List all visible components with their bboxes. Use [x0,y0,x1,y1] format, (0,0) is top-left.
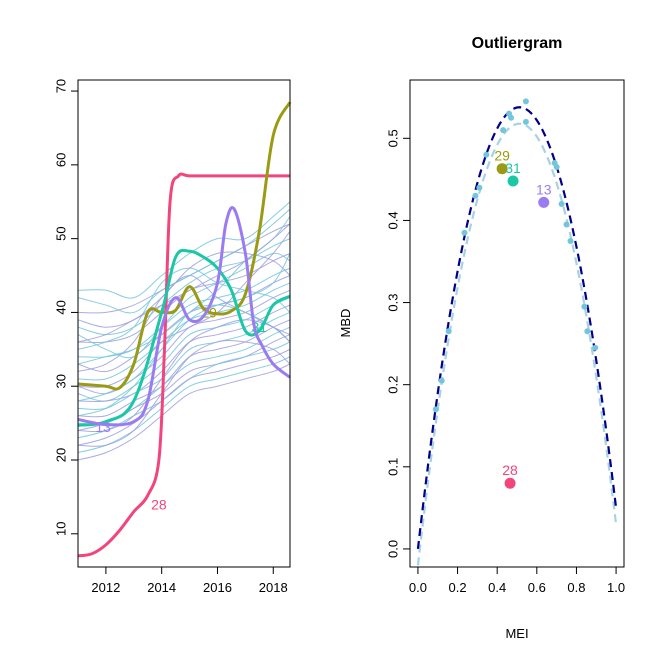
data-point [592,344,599,351]
outlier-label: 29 [494,148,510,164]
x-tick-label: 2012 [91,580,120,595]
curve-label: 29 [201,304,217,320]
outlier-label: 28 [502,462,518,478]
data-point [438,377,445,384]
background-curve [77,201,291,299]
x-tick-label: 2016 [203,580,232,595]
outlier-label: 13 [536,181,552,197]
background-curve [77,223,291,343]
y-tick-label: 50 [54,226,69,240]
outlier-point-13 [538,196,550,208]
y-tick-label: 20 [54,448,69,462]
x-tick-label: 0.2 [449,580,467,595]
data-point [472,192,479,199]
background-curve [77,348,291,446]
y-tick-label: 0.2 [386,376,401,394]
data-point [445,328,452,335]
y-axis-label: MBD [338,309,353,338]
highlighted-curve-31 [77,248,291,427]
background-curve [77,356,291,454]
background-curve [77,319,291,433]
x-tick-label: 1.0 [607,580,625,595]
x-tick-label: 0.6 [528,580,546,595]
highlighted-curve-13 [77,206,291,427]
outlier-label: 31 [505,160,521,176]
y-tick-label: 0.0 [386,540,401,558]
background-curve [77,267,291,358]
outer-bound-curve [416,106,618,550]
x-tick-label: 2014 [147,580,176,595]
data-point [567,237,574,244]
x-tick-label: 2018 [259,580,288,595]
data-point [553,164,560,171]
outlier-point-29 [496,163,508,175]
x-axis-label: MEI [505,626,528,641]
inner-bound-curve [416,122,618,566]
background-curve [77,340,291,447]
y-tick-label: 70 [54,79,69,93]
highlighted-curve-29 [77,101,292,391]
data-point [508,114,515,121]
data-point [581,303,588,310]
data-point [461,229,468,236]
background-curve [77,251,291,328]
y-tick-label: 40 [54,300,69,314]
y-tick-label: 0.3 [386,294,401,312]
background-curve [77,297,291,402]
x-tick-label: 0.4 [488,580,506,595]
x-tick-label: 0.0 [409,580,427,595]
outlier-point-31 [507,175,519,187]
y-tick-label: 60 [54,153,69,167]
data-point [432,406,439,413]
data-point [558,201,565,208]
background-curve [77,252,291,359]
outlier-point-28 [504,477,516,489]
background-curve [77,289,291,395]
y-tick-label: 0.5 [386,129,401,147]
y-tick-label: 30 [54,374,69,388]
background-curve [77,363,291,461]
background-curve [77,230,291,388]
y-tick-label: 10 [54,522,69,536]
curve-label: 28 [151,496,167,512]
x-tick-label: 0.8 [567,580,585,595]
curve-label: 13 [95,419,111,435]
background-curve [77,208,291,314]
data-point [522,118,529,125]
data-point [483,151,490,158]
background-curve [77,238,291,336]
data-point [500,127,507,134]
plot-frame [409,79,625,568]
y-tick-label: 0.4 [386,211,401,229]
highlighted-curve-28 [77,172,290,558]
data-point [522,98,529,105]
data-point [476,184,483,191]
data-point [563,221,570,228]
chart-title: Outliergram [472,35,563,52]
y-tick-label: 0.1 [386,458,401,476]
data-point [584,328,591,335]
